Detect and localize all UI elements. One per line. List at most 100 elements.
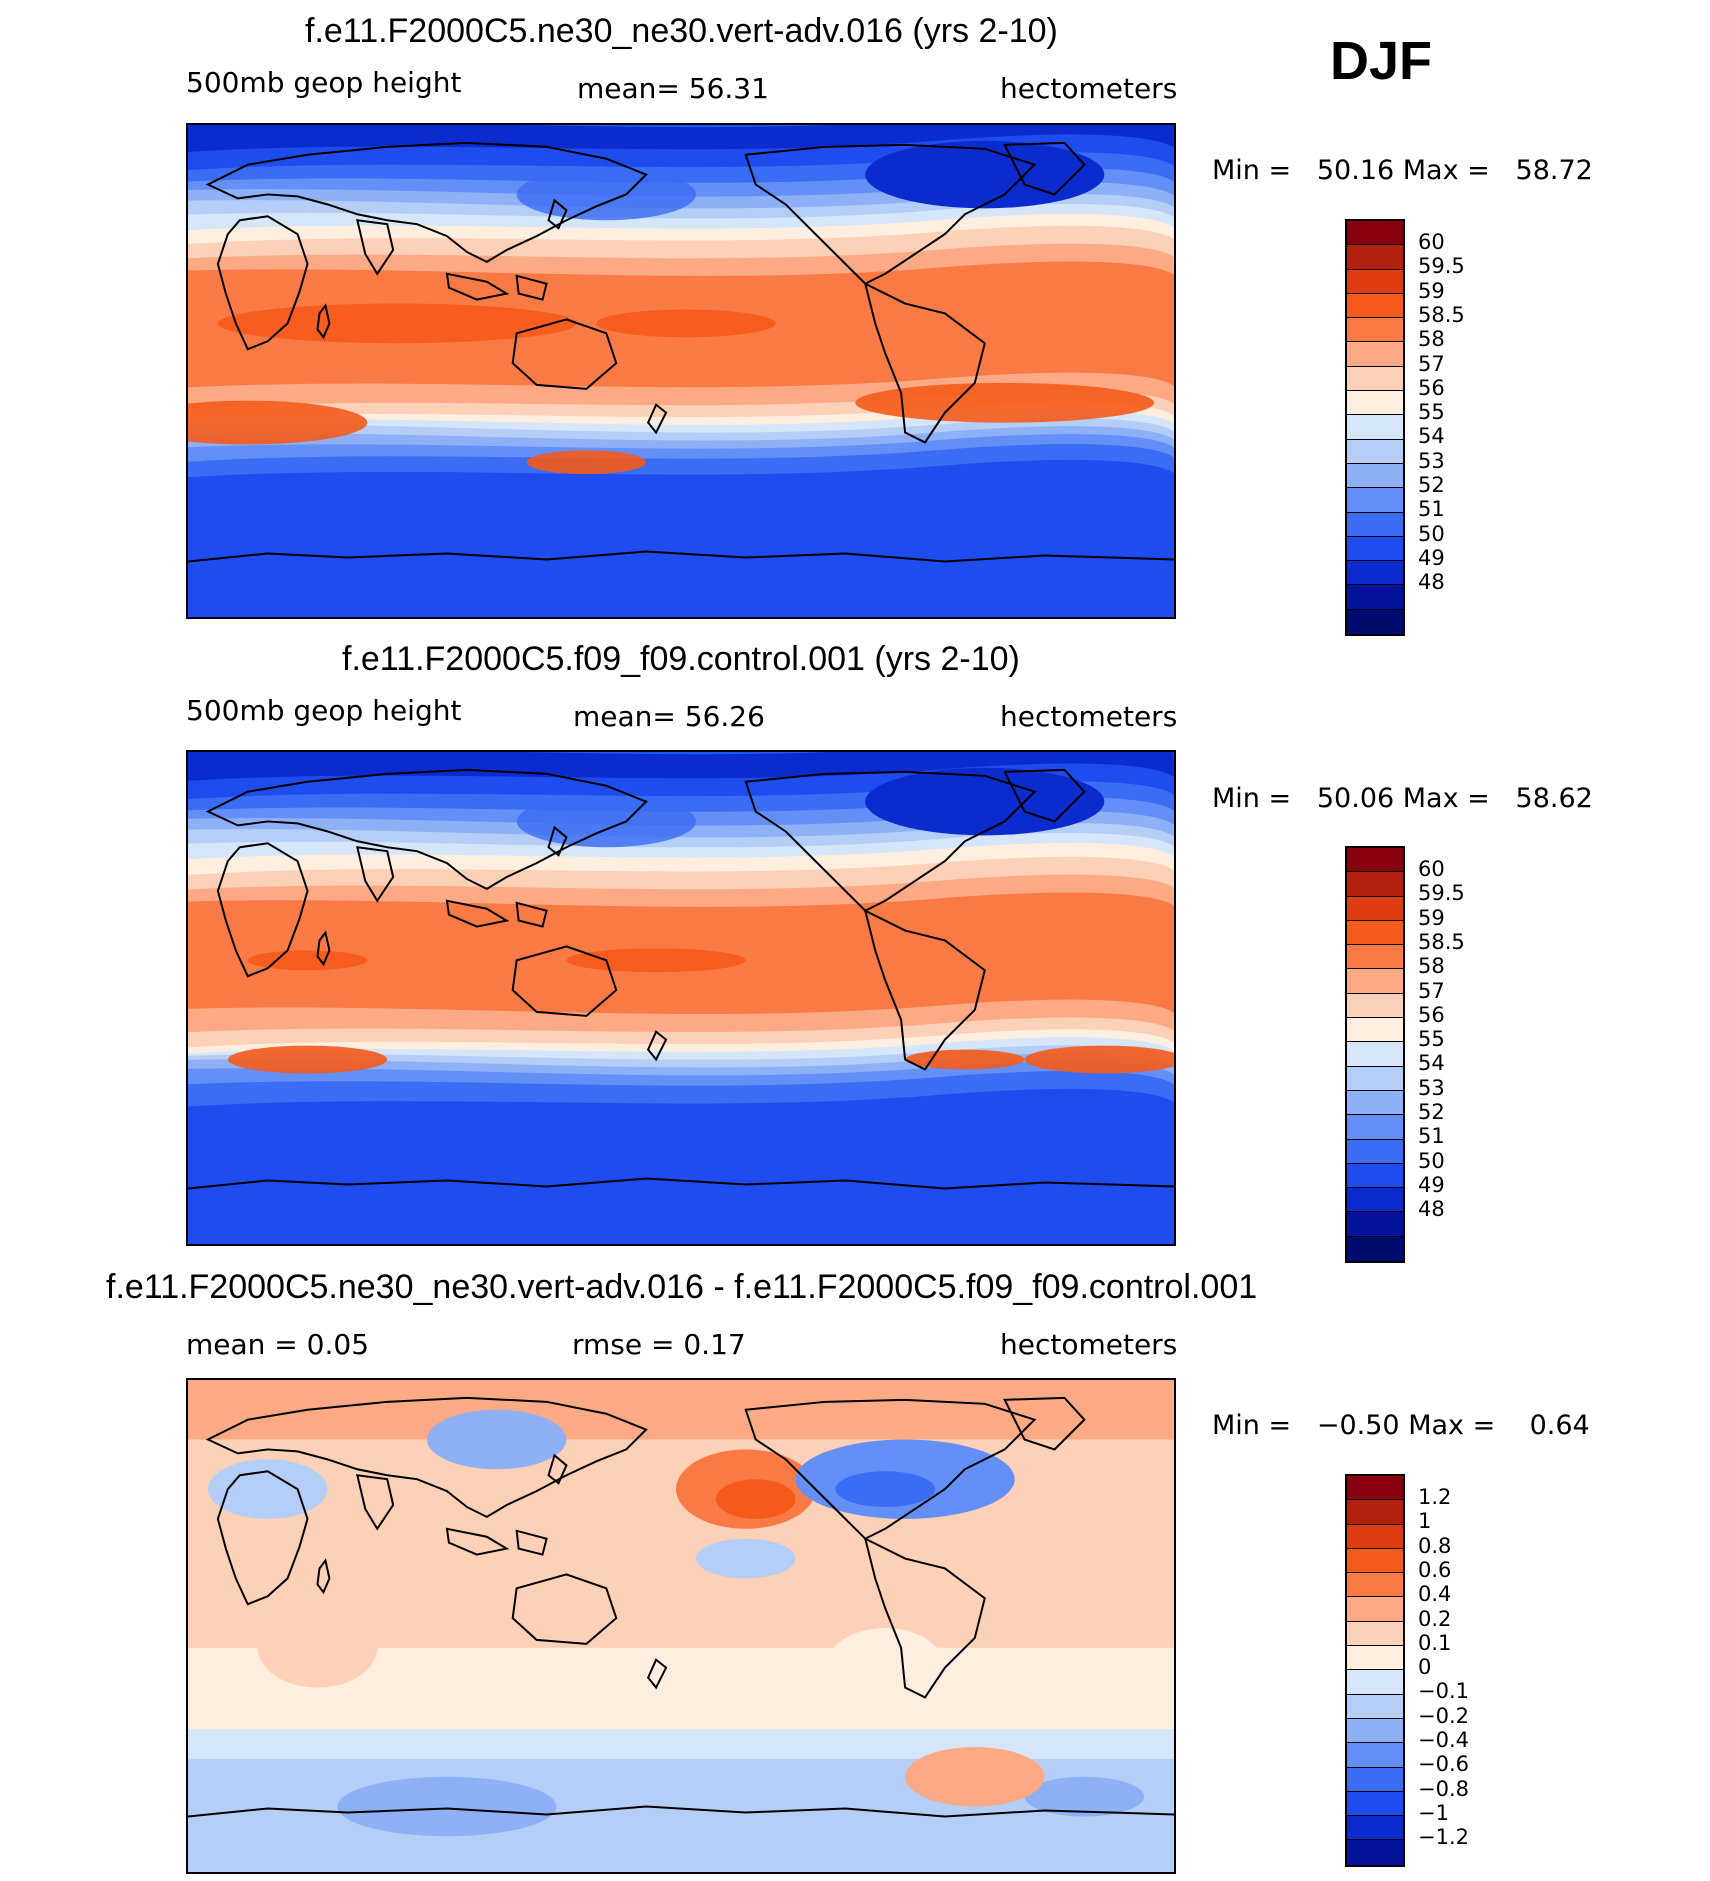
coastline	[205, 768, 648, 891]
panel-1-colorbar	[1345, 219, 1405, 637]
field-anomaly	[337, 1776, 557, 1837]
panel-1-max-value: 58.72	[1515, 155, 1593, 186]
colorbar-swatch	[1347, 969, 1403, 994]
coastline	[445, 1527, 510, 1556]
colorbar-tick-label: 49	[1418, 1172, 1445, 1197]
colorbar-tick-label: 53	[1418, 448, 1445, 473]
field-anomaly	[825, 1627, 945, 1708]
coastline	[547, 825, 568, 857]
field-maximum	[526, 450, 647, 475]
colorbar-swatch	[1347, 342, 1403, 367]
panel-1-min-label: Min =	[1212, 155, 1292, 186]
colorbar-swatch	[1347, 1840, 1403, 1865]
colorbar-swatch	[1347, 536, 1403, 562]
colorbar-swatch	[1347, 1743, 1403, 1768]
colorbar-tick-label: 58	[1418, 954, 1445, 979]
colorbar-swatch	[1347, 1816, 1403, 1841]
coastline	[445, 272, 510, 301]
panel-2-colorbar	[1345, 846, 1405, 1264]
colorbar-swatch	[1347, 1670, 1403, 1695]
field-maximum	[217, 303, 577, 344]
coastline	[646, 1030, 668, 1062]
field-minimum	[865, 767, 1105, 836]
colorbar-swatch	[1347, 1573, 1403, 1598]
colorbar-tick-label: 59	[1418, 278, 1445, 303]
colorbar-swatch	[1347, 1646, 1403, 1671]
colorbar-swatch	[1347, 488, 1403, 513]
colorbar-swatch	[1347, 1767, 1403, 1792]
colorbar-tick-label: 58	[1418, 327, 1445, 352]
map-plot	[188, 752, 1174, 1244]
colorbar-tick-label: 60	[1418, 857, 1445, 881]
field-anomaly	[257, 1608, 378, 1688]
colorbar-swatch	[1347, 1791, 1403, 1817]
field-maximum	[596, 309, 776, 338]
colorbar-tick-label: 0.8	[1418, 1533, 1452, 1558]
colorbar-swatch	[1347, 848, 1403, 873]
panel-1-title: f.e11.F2000C5.ne30_ne30.vert-adv.016 (yr…	[305, 12, 1058, 50]
field-anomaly	[207, 1459, 328, 1519]
colorbar-swatch	[1347, 609, 1403, 635]
panel-3-min-label: Min =	[1212, 1410, 1292, 1441]
colorbar-tick-label: −0.1	[1418, 1679, 1469, 1704]
panel-3-units-label: hectometers	[1000, 1328, 1178, 1361]
colorbar-tick-label: 55	[1418, 1027, 1445, 1052]
colorbar-swatch	[1347, 1718, 1403, 1744]
field-minimum	[516, 795, 696, 848]
coastline	[515, 274, 548, 301]
coastline	[445, 899, 510, 928]
coastline	[356, 1474, 395, 1531]
panel-1-variable-label: 500mb geop height	[186, 66, 462, 99]
coastline	[188, 1805, 1174, 1818]
panel-3-rmse-label: rmse = 0.17	[572, 1328, 746, 1361]
coastline	[205, 1396, 648, 1519]
colorbar-tick-label: 59.5	[1418, 254, 1465, 279]
colorbar-tick-label: 58.5	[1418, 929, 1465, 954]
coastline	[1003, 1396, 1086, 1451]
colorbar-tick-label: 54	[1418, 424, 1445, 449]
colorbar-swatch	[1347, 896, 1403, 921]
colorbar-tick-label: 0.6	[1418, 1557, 1452, 1582]
colorbar-swatch	[1347, 872, 1403, 897]
colorbar-tick-label: 55	[1418, 400, 1445, 425]
colorbar-tick-label: −1.2	[1418, 1825, 1469, 1850]
colorbar-tick-label: 0.2	[1418, 1606, 1452, 1631]
panel-3-max-label: Max =	[1408, 1410, 1496, 1441]
coastline	[316, 1558, 331, 1595]
colorbar-tick-label: 1	[1418, 1509, 1432, 1534]
field-maximum	[188, 400, 368, 445]
colorbar-tick-label: 50	[1418, 521, 1445, 546]
colorbar-swatch	[1347, 993, 1403, 1019]
colorbar-tick-label: 48	[1418, 1197, 1445, 1222]
colorbar-swatch	[1347, 1188, 1403, 1213]
coastline	[1003, 768, 1086, 823]
coastline	[863, 908, 986, 1071]
field-anomaly	[1024, 1776, 1145, 1817]
coastline	[744, 143, 1037, 285]
field-maximum	[227, 1045, 388, 1074]
colorbar-swatch	[1347, 1139, 1403, 1164]
panel-3-min-value: −0.50	[1316, 1410, 1400, 1441]
coastline	[1003, 141, 1086, 196]
coastline	[863, 1536, 986, 1699]
coastline	[356, 846, 395, 903]
colorbar-tick-label: 53	[1418, 1075, 1445, 1100]
panel-1-min-value: 50.16	[1316, 155, 1395, 186]
colorbar-swatch	[1347, 1548, 1403, 1574]
panel-3-map	[186, 1378, 1176, 1874]
field-anomaly	[427, 1409, 567, 1470]
colorbar-tick-label: −0.4	[1418, 1728, 1469, 1752]
field-maximum	[905, 1049, 1025, 1070]
colorbar-swatch	[1347, 1212, 1403, 1237]
colorbar-swatch	[1347, 293, 1403, 319]
coastline	[515, 1529, 548, 1556]
coastline	[511, 945, 618, 1017]
coastline	[205, 141, 648, 264]
panel-1-mean-label: mean= 56.31	[577, 72, 769, 105]
panel-1-max-label: Max =	[1402, 155, 1490, 186]
panel-3-title: f.e11.F2000C5.ne30_ne30.vert-adv.016 - f…	[106, 1268, 1258, 1306]
panel-3-mean-label: mean = 0.05	[186, 1328, 370, 1361]
map-plot	[188, 125, 1174, 617]
colorbar-swatch	[1347, 512, 1403, 537]
coastline	[646, 403, 668, 435]
